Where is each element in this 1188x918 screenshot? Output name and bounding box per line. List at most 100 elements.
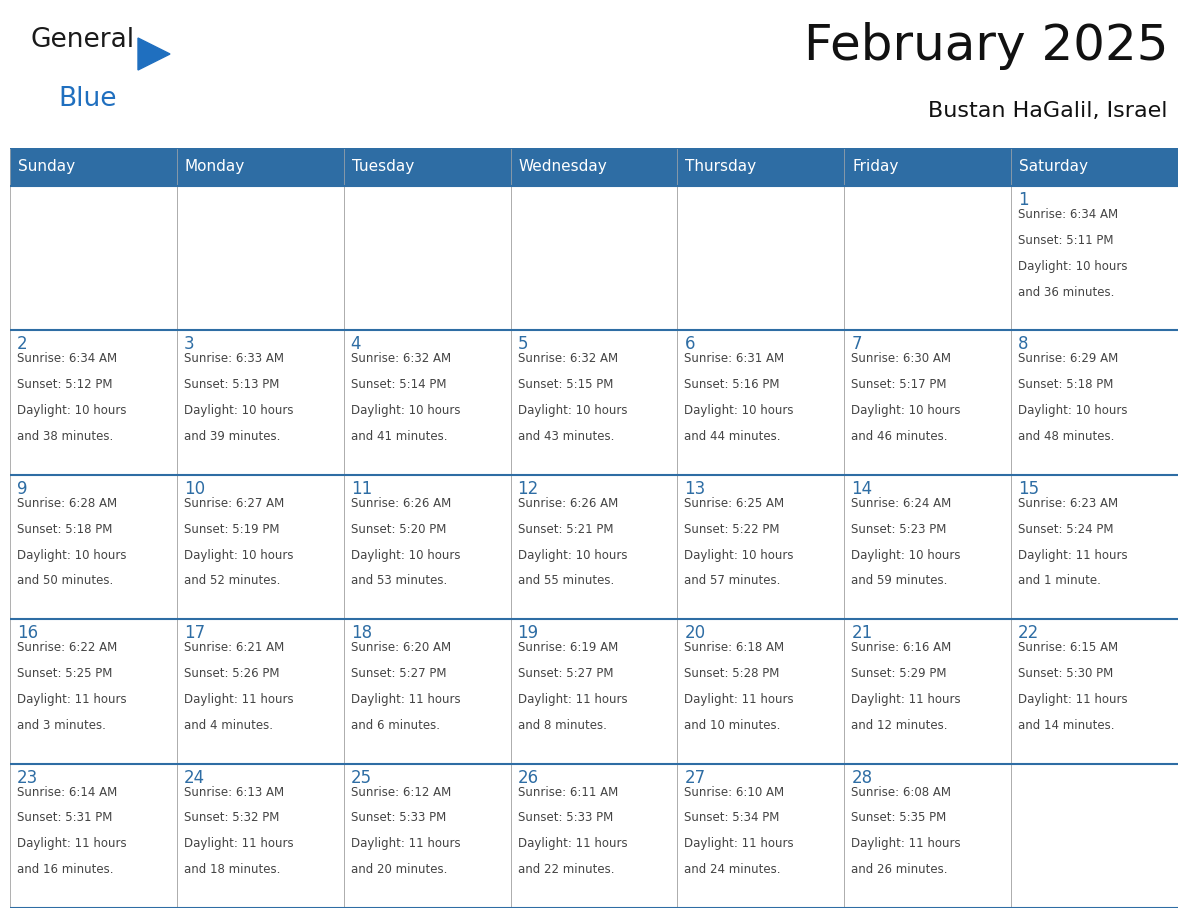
Bar [177,330,343,475]
Text: and 14 minutes.: and 14 minutes. [1018,719,1114,732]
Text: and 57 minutes.: and 57 minutes. [684,575,781,588]
Text: Sunrise: 6:10 AM: Sunrise: 6:10 AM [684,786,784,799]
Text: 24: 24 [184,768,206,787]
Text: and 8 minutes.: and 8 minutes. [518,719,606,732]
Bar [845,620,1011,764]
Text: Daylight: 11 hours: Daylight: 11 hours [684,693,794,706]
Text: 13: 13 [684,480,706,498]
Text: Daylight: 11 hours: Daylight: 11 hours [17,837,127,850]
Text: 7: 7 [852,335,861,353]
Text: Sunset: 5:27 PM: Sunset: 5:27 PM [350,667,447,680]
Text: Sunday: Sunday [18,160,75,174]
Text: Friday: Friday [852,160,898,174]
Text: and 4 minutes.: and 4 minutes. [184,719,273,732]
Text: 22: 22 [1018,624,1040,643]
Bar [1011,764,1178,908]
Bar [845,475,1011,620]
Bar [10,620,177,764]
Text: and 41 minutes.: and 41 minutes. [350,430,447,443]
Text: and 59 minutes.: and 59 minutes. [852,575,948,588]
Text: 19: 19 [518,624,538,643]
Bar [343,475,511,620]
Bar [1011,475,1178,620]
Text: and 3 minutes.: and 3 minutes. [17,719,106,732]
Text: Sunrise: 6:24 AM: Sunrise: 6:24 AM [852,497,952,509]
Text: 26: 26 [518,768,538,787]
Text: Daylight: 11 hours: Daylight: 11 hours [184,693,293,706]
Text: Sunrise: 6:20 AM: Sunrise: 6:20 AM [350,641,450,655]
Text: Daylight: 11 hours: Daylight: 11 hours [852,837,961,850]
Text: Sunrise: 6:29 AM: Sunrise: 6:29 AM [1018,353,1118,365]
Bar [845,764,1011,908]
Text: 14: 14 [852,480,872,498]
Text: Daylight: 10 hours: Daylight: 10 hours [17,549,126,562]
Text: Sunset: 5:16 PM: Sunset: 5:16 PM [684,378,781,391]
Text: and 36 minutes.: and 36 minutes. [1018,285,1114,298]
Bar [1011,620,1178,764]
Bar [10,330,177,475]
Text: and 48 minutes.: and 48 minutes. [1018,430,1114,443]
Text: and 1 minute.: and 1 minute. [1018,575,1101,588]
Text: Daylight: 11 hours: Daylight: 11 hours [350,837,460,850]
Text: and 53 minutes.: and 53 minutes. [350,575,447,588]
Text: Sunrise: 6:27 AM: Sunrise: 6:27 AM [184,497,284,509]
Text: Sunrise: 6:33 AM: Sunrise: 6:33 AM [184,353,284,365]
Text: Blue: Blue [58,86,116,112]
Text: Daylight: 11 hours: Daylight: 11 hours [1018,693,1127,706]
Text: Sunrise: 6:23 AM: Sunrise: 6:23 AM [1018,497,1118,509]
Text: and 44 minutes.: and 44 minutes. [684,430,781,443]
Bar [343,330,511,475]
Text: Sunset: 5:18 PM: Sunset: 5:18 PM [1018,378,1113,391]
Text: Sunrise: 6:19 AM: Sunrise: 6:19 AM [518,641,618,655]
Text: and 18 minutes.: and 18 minutes. [184,863,280,876]
Text: Sunset: 5:27 PM: Sunset: 5:27 PM [518,667,613,680]
Text: Tuesday: Tuesday [352,160,413,174]
Bar [677,330,845,475]
Text: Daylight: 11 hours: Daylight: 11 hours [350,693,460,706]
Bar [1011,330,1178,475]
Text: Sunset: 5:33 PM: Sunset: 5:33 PM [518,812,613,824]
Text: Daylight: 10 hours: Daylight: 10 hours [350,549,460,562]
Text: Thursday: Thursday [685,160,757,174]
Text: and 24 minutes.: and 24 minutes. [684,863,781,876]
Text: 11: 11 [350,480,372,498]
Text: Daylight: 11 hours: Daylight: 11 hours [184,837,293,850]
Text: and 39 minutes.: and 39 minutes. [184,430,280,443]
Text: 28: 28 [852,768,872,787]
Text: Sunrise: 6:11 AM: Sunrise: 6:11 AM [518,786,618,799]
Text: 8: 8 [1018,335,1029,353]
Text: Sunset: 5:21 PM: Sunset: 5:21 PM [518,522,613,536]
Text: Sunset: 5:18 PM: Sunset: 5:18 PM [17,522,113,536]
Text: Daylight: 10 hours: Daylight: 10 hours [852,549,961,562]
Text: and 50 minutes.: and 50 minutes. [17,575,113,588]
Text: Sunset: 5:31 PM: Sunset: 5:31 PM [17,812,113,824]
Text: and 6 minutes.: and 6 minutes. [350,719,440,732]
Text: Sunset: 5:13 PM: Sunset: 5:13 PM [184,378,279,391]
Text: Sunrise: 6:28 AM: Sunrise: 6:28 AM [17,497,118,509]
Text: Sunrise: 6:12 AM: Sunrise: 6:12 AM [350,786,451,799]
Bar [677,475,845,620]
Text: Sunset: 5:20 PM: Sunset: 5:20 PM [350,522,446,536]
Text: 17: 17 [184,624,206,643]
Bar [343,764,511,908]
Polygon shape [138,38,170,70]
Bar [511,620,677,764]
Text: Bustan HaGalil, Israel: Bustan HaGalil, Israel [929,101,1168,121]
Text: Sunrise: 6:16 AM: Sunrise: 6:16 AM [852,641,952,655]
Bar [177,620,343,764]
Text: Sunset: 5:19 PM: Sunset: 5:19 PM [184,522,279,536]
Bar [1011,186,1178,330]
Text: Sunrise: 6:26 AM: Sunrise: 6:26 AM [518,497,618,509]
Bar [177,475,343,620]
Text: Saturday: Saturday [1019,160,1088,174]
Text: and 12 minutes.: and 12 minutes. [852,719,948,732]
Text: 5: 5 [518,335,529,353]
Text: Sunset: 5:22 PM: Sunset: 5:22 PM [684,522,781,536]
Text: and 52 minutes.: and 52 minutes. [184,575,280,588]
Text: 6: 6 [684,335,695,353]
Text: Sunset: 5:23 PM: Sunset: 5:23 PM [852,522,947,536]
Text: Daylight: 10 hours: Daylight: 10 hours [1018,404,1127,417]
Text: and 55 minutes.: and 55 minutes. [518,575,614,588]
Text: Daylight: 10 hours: Daylight: 10 hours [184,404,293,417]
Text: Sunset: 5:11 PM: Sunset: 5:11 PM [1018,234,1113,247]
